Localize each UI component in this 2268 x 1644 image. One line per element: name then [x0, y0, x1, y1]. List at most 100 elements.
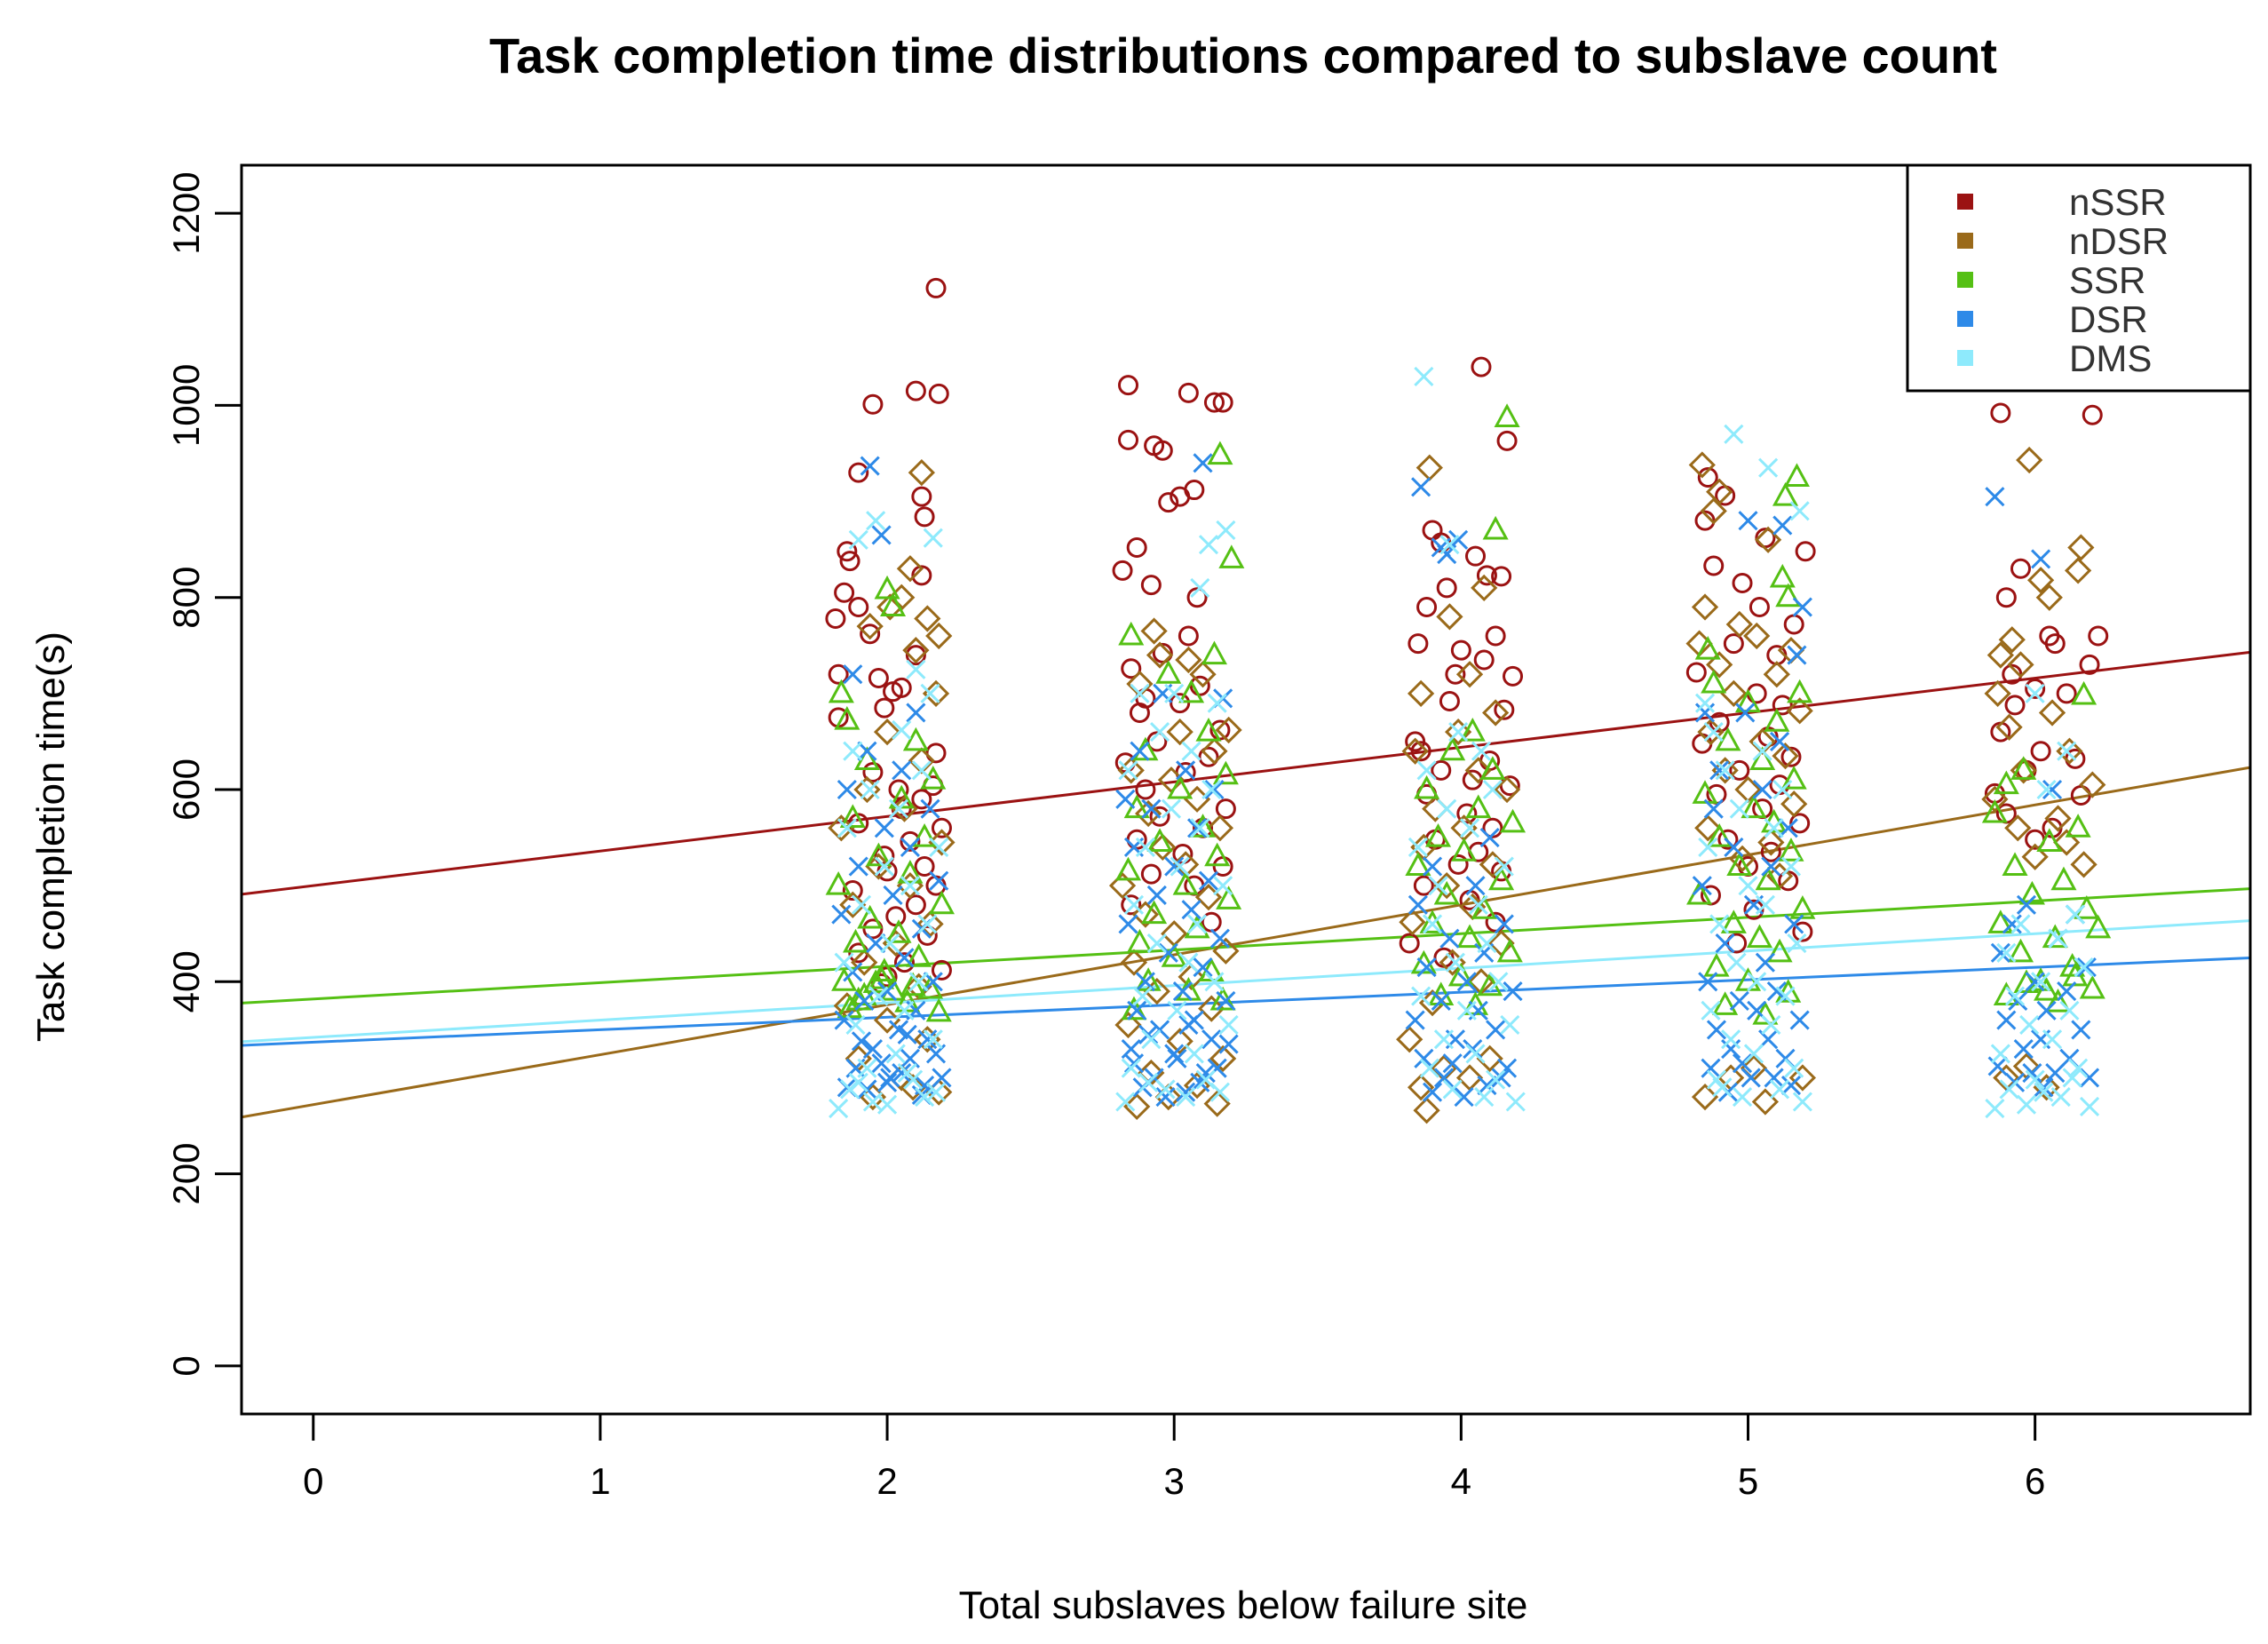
- data-point: [911, 822, 938, 847]
- data-point: [1486, 1069, 1506, 1090]
- data-point: [1486, 1020, 1506, 1040]
- data-point: [843, 664, 863, 685]
- data-point: [1996, 942, 2017, 963]
- data-point: [1422, 856, 1443, 877]
- data-point: [1795, 541, 1816, 562]
- data-point: [2071, 1020, 2091, 1040]
- data-point: [1712, 991, 1739, 1015]
- data-point: [2036, 1000, 2057, 1021]
- data-point: [1769, 731, 1790, 751]
- data-point: [1468, 894, 1488, 915]
- data-point: [1410, 741, 1431, 762]
- series-nssr: [825, 277, 2109, 994]
- data-point: [1990, 1044, 2010, 1064]
- data-point: [897, 860, 924, 884]
- data-point: [1471, 741, 1492, 761]
- data-point: [1985, 1099, 2005, 1119]
- legend-swatch-dms: [1957, 350, 1973, 366]
- data-point: [1792, 597, 1812, 617]
- data-point: [2007, 651, 2034, 679]
- data-point: [873, 1006, 901, 1034]
- data-point: [1176, 1087, 1196, 1108]
- data-point: [1697, 467, 1718, 488]
- data-point: [857, 741, 877, 761]
- data-point: [1184, 914, 1210, 939]
- data-point: [1161, 798, 1182, 819]
- data-point: [883, 681, 904, 703]
- data-point: [1176, 760, 1196, 781]
- data-point: [842, 928, 869, 953]
- data-point: [2088, 625, 2109, 647]
- data-point: [1981, 798, 2008, 823]
- data-point: [1761, 1014, 1781, 1036]
- data-point: [1494, 403, 1520, 427]
- data-point: [896, 555, 924, 583]
- data-point: [1118, 621, 1145, 646]
- data-point: [2013, 969, 2040, 993]
- data-point: [1209, 1082, 1230, 1102]
- data-point: [1755, 866, 1781, 891]
- data-point: [1990, 942, 2010, 963]
- data-point: [1711, 757, 1739, 784]
- data-point: [911, 565, 932, 586]
- axes: 0 1 2 3 4 5 6 0 200 400 600 800 1000 1200: [165, 171, 2045, 1502]
- data-point: [1725, 610, 1753, 639]
- data-point: [2070, 851, 2098, 878]
- data-point: [1703, 798, 1724, 819]
- data-point: [2044, 633, 2066, 655]
- data-point: [1471, 574, 1498, 601]
- data-point: [2085, 914, 2112, 939]
- data-point: [2079, 974, 2105, 999]
- data-point: [1764, 1068, 1784, 1088]
- data-point: [911, 760, 932, 781]
- data-point: [1131, 901, 1160, 928]
- data-point: [1414, 774, 1440, 799]
- data-point: [1190, 818, 1210, 838]
- data-point: [880, 1068, 900, 1088]
- data-point: [1787, 645, 1807, 665]
- trend-lines: [242, 650, 2250, 1119]
- data-point: [1479, 851, 1507, 878]
- data-point: [1138, 1024, 1159, 1044]
- data-point: [1751, 1088, 1780, 1116]
- data-point: [1476, 1044, 1503, 1072]
- data-point: [1213, 876, 1233, 896]
- data-point: [2025, 678, 2046, 699]
- data-point: [1792, 921, 1813, 942]
- data-point: [837, 818, 857, 838]
- data-point: [1439, 736, 1466, 761]
- data-point: [839, 551, 860, 572]
- data-point: [915, 1087, 935, 1108]
- data-point: [1201, 1029, 1222, 1050]
- data-point: [1178, 625, 1199, 647]
- data-point: [1694, 703, 1716, 723]
- data-point: [1442, 1079, 1463, 1100]
- data-point: [1201, 779, 1222, 800]
- data-point: [1146, 933, 1167, 954]
- data-point: [1445, 663, 1466, 685]
- data-point: [1445, 718, 1472, 746]
- data-point: [1706, 1020, 1727, 1040]
- data-point: [1437, 798, 1457, 819]
- data-point: [1732, 572, 1753, 593]
- data-point: [1757, 829, 1785, 856]
- data-point: [920, 798, 940, 819]
- data-point: [1399, 933, 1420, 954]
- data-point: [1763, 661, 1790, 688]
- data-point: [2004, 986, 2026, 1006]
- data-point: [828, 814, 855, 842]
- chart-title: Task completion time distributions compa…: [489, 28, 1997, 83]
- data-point: [1424, 822, 1452, 847]
- data-point: [831, 904, 852, 925]
- data-point: [874, 575, 900, 600]
- series-dsr: [831, 453, 2100, 1108]
- data-point: [914, 506, 935, 528]
- data-point: [1775, 986, 1796, 1006]
- data-point: [1479, 828, 1500, 848]
- data-point: [2076, 957, 2097, 978]
- data-point: [1987, 1056, 2008, 1076]
- data-point: [1473, 649, 1495, 671]
- data-point: [916, 925, 938, 946]
- data-point: [1764, 708, 1790, 732]
